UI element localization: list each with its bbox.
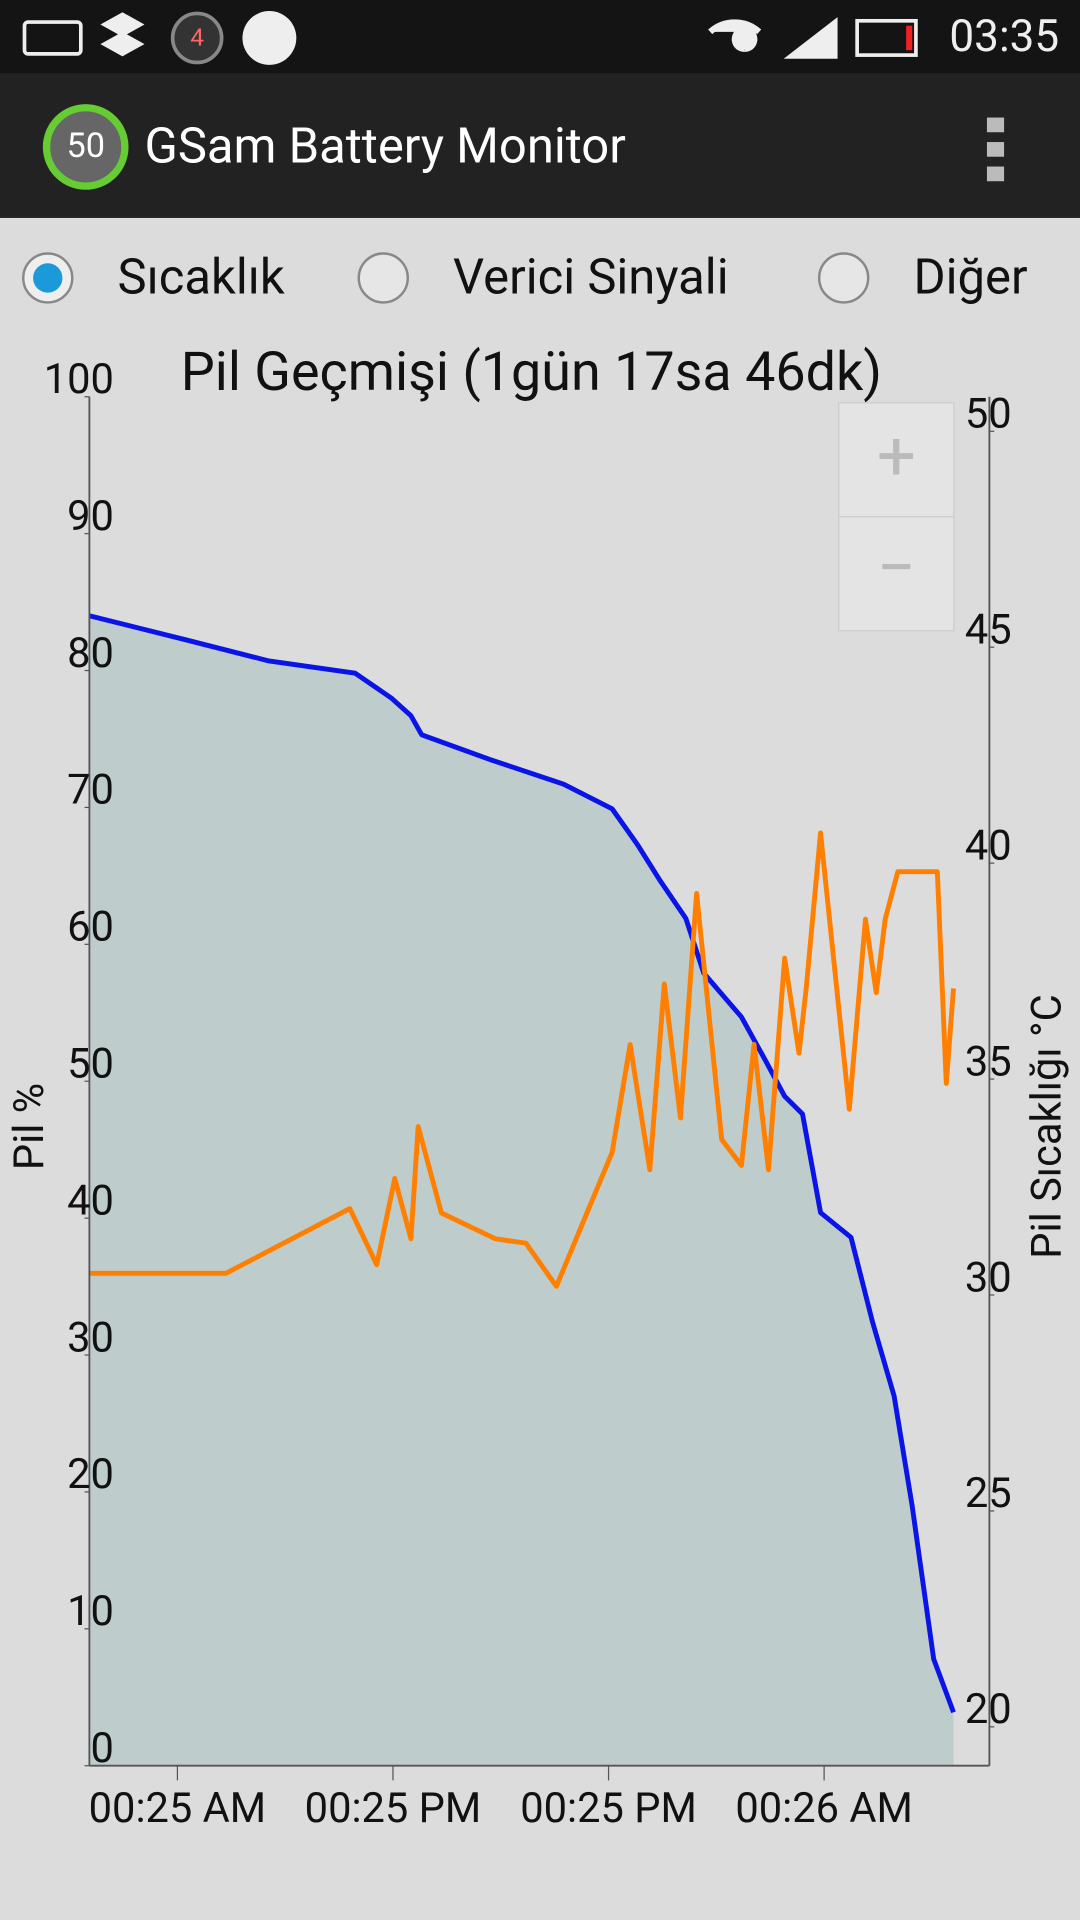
y2-tick-label: 20 (965, 1685, 1012, 1734)
y-tick-label: 20 (67, 1450, 114, 1499)
wifi-icon (708, 19, 762, 53)
option-label[interactable]: Diğer (913, 248, 1027, 305)
x-tick-label: 00:25 PM (520, 1784, 697, 1833)
clock: 03:35 (949, 10, 1059, 62)
y-tick-label: 40 (67, 1176, 114, 1225)
y-tick-label: 10 (67, 1587, 114, 1636)
y-tick-label: 50 (67, 1040, 114, 1089)
x-tick-label: 00:25 AM (89, 1784, 266, 1833)
badge-icon (170, 11, 224, 65)
zoom-in[interactable]: + (877, 416, 916, 497)
battery-icon (855, 18, 918, 57)
battery-level (906, 25, 913, 51)
dropbox-icon (100, 12, 145, 57)
app-logo (42, 104, 129, 190)
y-tick-label: 90 (67, 492, 114, 541)
overflow-menu[interactable] (986, 117, 1005, 182)
y-tick-label: 0 (90, 1724, 113, 1773)
line (88, 613, 956, 1714)
x-tick-label: 00:26 AM (735, 1784, 912, 1833)
line (89, 830, 956, 1289)
options-group: Sıcaklık Verici Sinyali Diğer (22, 248, 1028, 305)
option-label[interactable]: Sıcaklık (118, 248, 285, 305)
app-icon (242, 11, 297, 65)
battery-saver-icon (22, 20, 83, 56)
radio[interactable] (817, 252, 870, 304)
area (89, 615, 954, 1766)
y-tick-label: 80 (67, 629, 114, 678)
y2-tick-label: 25 (965, 1469, 1012, 1518)
x-tick-label: 00:25 PM (305, 1784, 482, 1833)
app-logo-label: 50 (66, 126, 105, 166)
status-bar (0, 0, 1080, 74)
zoom-controls: + − (838, 402, 955, 632)
notification-badge: 4 (190, 23, 204, 52)
y2-tick-label: 40 (965, 821, 1012, 870)
y2-axis-label: Pil Sıcaklığı °C (1022, 994, 1071, 1258)
y-tick-label: 70 (67, 766, 114, 815)
radio-selected (33, 263, 63, 293)
y2-tick-label: 50 (965, 390, 1012, 439)
app-title: GSam Battery Monitor (144, 117, 625, 174)
y-tick-label: 60 (67, 903, 114, 952)
y2-tick-label: 35 (965, 1037, 1012, 1086)
y-axis-label: Pil % (5, 1083, 54, 1170)
option-label[interactable]: Verici Sinyali (453, 248, 729, 305)
zoom-out[interactable]: − (877, 527, 916, 608)
radio[interactable] (357, 252, 409, 304)
y-tick-label: 100 (44, 355, 114, 404)
y-tick-label: 30 (67, 1313, 114, 1362)
app-bar (0, 73, 1080, 218)
y2-tick-label: 45 (965, 606, 1012, 655)
signal-icon (783, 17, 838, 59)
chart-title: Pil Geçmişi (1gün 17sa 46dk) (181, 341, 882, 404)
chart: Pil % Pil Sıcaklığı °C 0 10 20 30 40 50 60 70 80… (5, 341, 1072, 1833)
y2-tick-label: 30 (965, 1253, 1012, 1302)
